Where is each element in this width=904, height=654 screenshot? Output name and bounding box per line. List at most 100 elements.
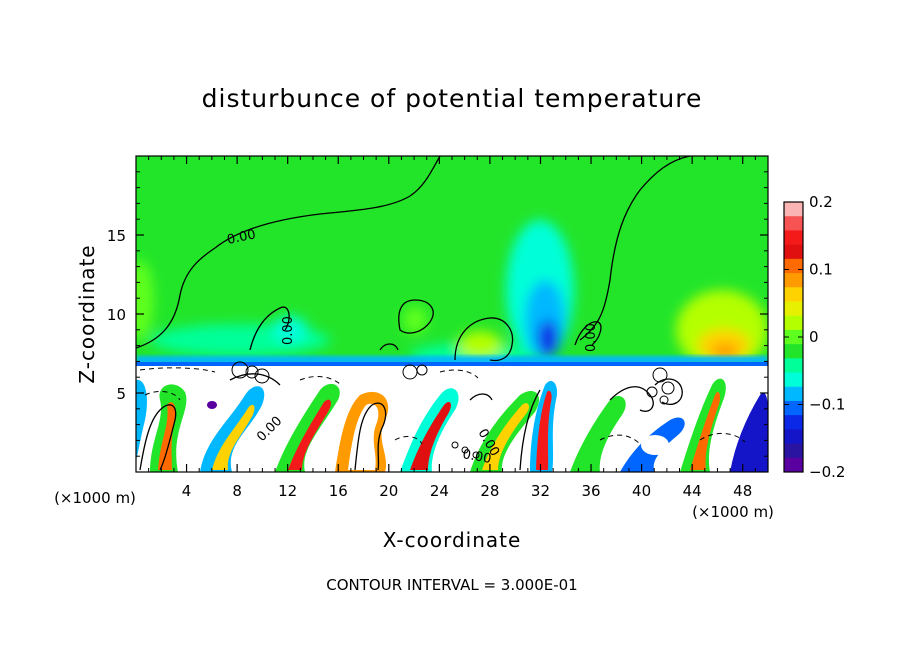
x-tick-label: 12 (278, 482, 297, 500)
dashed-contour-2 (144, 390, 181, 401)
colorbar-swatch (784, 386, 803, 402)
colorbar-swatch (784, 315, 803, 331)
zero-contour-top (136, 156, 441, 349)
plume-4-core (348, 403, 379, 470)
plume-2-core (212, 404, 255, 470)
colorbar-swatch (784, 273, 803, 288)
colorbar-swatch (784, 230, 803, 246)
cluster-ring (416, 364, 428, 376)
x-axis: 4 8 12 16 20 24 28 32 36 40 44 48 (148, 156, 769, 500)
contour-loop-5 (379, 343, 399, 351)
contours (136, 156, 691, 471)
x-tick-label: 8 (232, 482, 242, 500)
warm-patch-28 (458, 331, 502, 359)
plume-7-core (536, 390, 552, 470)
contour-label: 0.00 (281, 316, 296, 345)
y-axis: 5 10 15 (107, 171, 768, 457)
cluster-ring (652, 367, 668, 383)
y-axis-label: Z-coordinate (75, 244, 99, 383)
contour-loop-4 (574, 321, 602, 346)
x-axis-label: X-coordinate (383, 528, 522, 552)
contour-loop-3 (249, 306, 290, 351)
colorbar-swatch (784, 443, 803, 459)
colorbar-swatch (784, 429, 803, 445)
field-layer: 0.00 0.00 0.00 0.00 0.00 0.00 (136, 156, 768, 472)
cluster-ring (472, 451, 480, 459)
lower-contour-6 (654, 378, 683, 405)
lower-contour-7 (469, 393, 493, 401)
x-tick-label: 28 (480, 482, 499, 500)
colorbar-tick-label: −0.2 (809, 463, 845, 481)
x-unit-label: (×1000 m) (692, 503, 774, 521)
x-tick-label: 4 (182, 482, 192, 500)
inversion-band-blue (136, 356, 768, 364)
dashed-contour-5 (699, 433, 746, 443)
inversion-band-deep (136, 362, 768, 366)
dashed-contour-7 (394, 436, 423, 445)
colorbar-swatch (784, 400, 803, 416)
contour-loop-2 (454, 317, 514, 362)
zero-contour-right (579, 156, 691, 341)
contour-label: 0.00 (584, 323, 599, 352)
plumes (136, 378, 768, 472)
plume-8 (570, 395, 626, 472)
cluster-ring (646, 386, 658, 398)
cluster-ring (659, 395, 669, 405)
colorbar-swatch (784, 287, 803, 302)
x-tick-label: 36 (581, 482, 600, 500)
dashed-contour-4 (439, 369, 479, 379)
plume-10-core (690, 391, 721, 470)
cluster-ring (451, 441, 459, 449)
plume-2 (200, 386, 265, 472)
x-tick-label: 32 (531, 482, 550, 500)
plume-5-core (410, 401, 451, 470)
warm-patch-24 (403, 306, 427, 334)
x-tick-label: 20 (379, 482, 398, 500)
colorbar-swatch (784, 258, 803, 274)
white-blob-2 (641, 435, 669, 455)
colorbar-tick-label: 0.1 (809, 261, 833, 279)
contour-loop-1 (398, 299, 434, 334)
cluster-ring (254, 368, 270, 384)
colorbar-swatch (784, 457, 803, 473)
warm-left-edge (136, 260, 154, 340)
dashed-contours (139, 367, 746, 445)
cluster-ring (245, 365, 259, 379)
colorbar-swatch (784, 329, 803, 345)
purple-blob-1 (207, 401, 217, 409)
contour-clusters (231, 361, 675, 459)
lower-contour-5 (609, 386, 654, 412)
lower-contour-3 (354, 402, 387, 471)
plume-1-core (158, 402, 176, 470)
colorbar-tick-label: −0.1 (809, 396, 845, 414)
colorbar-tick-label: 0.2 (809, 193, 833, 211)
cluster-ring (231, 361, 249, 379)
colorbar-swatch (784, 358, 803, 374)
y-tick-label: 5 (116, 385, 126, 403)
x-tick-label: 44 (683, 482, 702, 500)
x-tick-label: 40 (632, 482, 651, 500)
x-tick-label: 24 (430, 482, 449, 500)
plume-3-core (288, 399, 331, 470)
plume-6-core (482, 403, 529, 470)
colorbar-swatch (784, 202, 803, 217)
x-tick-label: 16 (329, 482, 348, 500)
cool-patch-12 (272, 316, 308, 344)
y-unit-label: (×1000 m) (54, 489, 136, 507)
colorbar-swatch (784, 301, 803, 317)
x-tick-label: 48 (733, 482, 752, 500)
plume-11 (730, 392, 768, 472)
dashed-contour-6 (599, 434, 641, 445)
cluster-ring (461, 446, 469, 454)
contour-label: 0.00 (461, 447, 492, 467)
chart-title: disturbunce of potential temperature (201, 84, 703, 113)
contour-label: 0.00 (226, 227, 257, 248)
lower-contour-4 (519, 389, 541, 471)
contour-interval-note: CONTOUR INTERVAL = 3.000E-01 (326, 576, 578, 594)
y-tick-label: 10 (107, 306, 126, 324)
colorbar-swatch (784, 244, 803, 260)
dashed-contour-3 (299, 376, 341, 385)
y-tick-label: 15 (107, 227, 126, 245)
